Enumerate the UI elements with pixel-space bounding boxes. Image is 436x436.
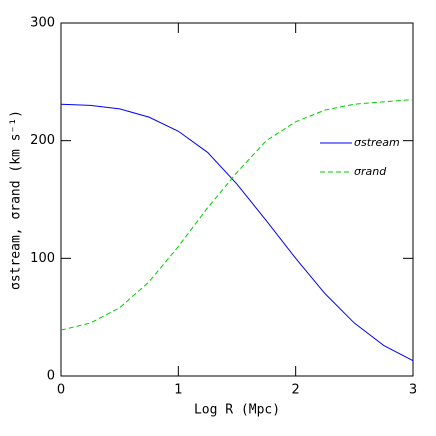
series-line: [60, 98, 414, 331]
x-tick-label: 1: [174, 383, 182, 398]
y-axis-label: σstream, σrand (km s⁻¹): [9, 110, 24, 290]
y-tick-label: 300: [30, 16, 55, 31]
x-tick-label: 2: [292, 383, 300, 398]
plot-frame: [60, 22, 414, 377]
series-line: [60, 103, 414, 362]
y-tick-label: 200: [30, 133, 55, 148]
x-axis-label: Log R (Mpc): [194, 403, 280, 418]
y-tick-label: 0: [47, 369, 55, 384]
legend-label: σstream: [354, 136, 400, 149]
y-tick-label: 100: [30, 251, 55, 266]
x-tick-label: 3: [409, 383, 417, 398]
x-tick-label: 0: [57, 383, 65, 398]
legend-label: σrand: [354, 165, 387, 178]
